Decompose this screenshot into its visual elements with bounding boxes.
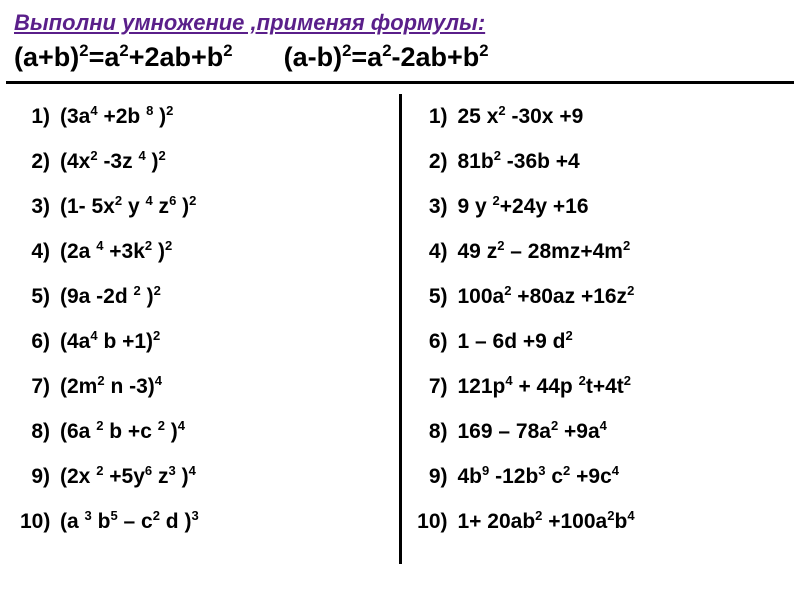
list-item: 10)1+ 20ab2 +100a2b4	[414, 499, 781, 544]
item-number: 10)	[414, 511, 458, 532]
list-item: 8)169 – 78a2 +9a4	[414, 409, 781, 454]
vertical-separator	[399, 94, 402, 564]
item-expression: 100a2 +80az +16z2	[458, 286, 781, 307]
list-item: 4)(2a 4 +3k2 )2	[20, 229, 387, 274]
list-item: 2)(4x2 -3z 4 )2	[20, 139, 387, 184]
item-number: 5)	[414, 286, 458, 307]
list-item: 3)9 y 2+24y +16	[414, 184, 781, 229]
item-expression: (9a -2d 2 )2	[60, 286, 387, 307]
item-number: 6)	[414, 331, 458, 352]
formula-1: (a+b)2=a2+2ab+b2	[14, 42, 233, 72]
item-number: 6)	[20, 331, 60, 352]
item-expression: 1 – 6d +9 d2	[458, 331, 781, 352]
right-list: 1)25 x2 -30x +92)81b2 -36b +43)9 y 2+24y…	[414, 94, 781, 544]
left-column: 1)(3a4 +2b 8 )22)(4x2 -3z 4 )23)(1- 5x2 …	[10, 94, 397, 564]
item-expression: (4a4 b +1)2	[60, 331, 387, 352]
worksheet-title: Выполни умножение ,применяя формулы:	[14, 10, 786, 36]
item-number: 10)	[20, 511, 60, 532]
columns-container: 1)(3a4 +2b 8 )22)(4x2 -3z 4 )23)(1- 5x2 …	[0, 94, 800, 564]
list-item: 6)1 – 6d +9 d2	[414, 319, 781, 364]
item-expression: (a 3 b5 – c2 d )3	[60, 511, 387, 532]
item-number: 8)	[414, 421, 458, 442]
item-number: 4)	[414, 241, 458, 262]
right-column: 1)25 x2 -30x +92)81b2 -36b +43)9 y 2+24y…	[404, 94, 791, 564]
item-number: 1)	[20, 106, 60, 127]
list-item: 6)(4a4 b +1)2	[20, 319, 387, 364]
list-item: 5)(9a -2d 2 )2	[20, 274, 387, 319]
item-expression: 1+ 20ab2 +100a2b4	[458, 511, 781, 532]
list-item: 5)100a2 +80az +16z2	[414, 274, 781, 319]
item-expression: (4x2 -3z 4 )2	[60, 151, 387, 172]
item-number: 3)	[414, 196, 458, 217]
item-expression: 49 z2 – 28mz+4m2	[458, 241, 781, 262]
list-item: 1)(3a4 +2b 8 )2	[20, 94, 387, 139]
item-number: 2)	[414, 151, 458, 172]
formulas-row: (a+b)2=a2+2ab+b2 (a-b)2=a2-2ab+b2	[0, 40, 800, 81]
list-item: 2)81b2 -36b +4	[414, 139, 781, 184]
item-expression: 169 – 78a2 +9a4	[458, 421, 781, 442]
item-number: 7)	[414, 376, 458, 397]
item-expression: (3a4 +2b 8 )2	[60, 106, 387, 127]
item-expression: (2m2 n -3)4	[60, 376, 387, 397]
list-item: 10)(a 3 b5 – c2 d )3	[20, 499, 387, 544]
item-number: 9)	[414, 466, 458, 487]
item-expression: (2x 2 +5y6 z3 )4	[60, 466, 387, 487]
list-item: 8)(6a 2 b +c 2 )4	[20, 409, 387, 454]
item-expression: (2a 4 +3k2 )2	[60, 241, 387, 262]
horizontal-separator	[6, 81, 794, 84]
item-number: 2)	[20, 151, 60, 172]
list-item: 9)(2x 2 +5y6 z3 )4	[20, 454, 387, 499]
item-expression: 25 x2 -30x +9	[458, 106, 781, 127]
list-item: 7)(2m2 n -3)4	[20, 364, 387, 409]
item-number: 5)	[20, 286, 60, 307]
formula-2: (a-b)2=a2-2ab+b2	[284, 42, 489, 72]
left-list: 1)(3a4 +2b 8 )22)(4x2 -3z 4 )23)(1- 5x2 …	[20, 94, 387, 544]
item-number: 1)	[414, 106, 458, 127]
item-expression: (1- 5x2 y 4 z6 )2	[60, 196, 387, 217]
item-expression: 81b2 -36b +4	[458, 151, 781, 172]
list-item: 4)49 z2 – 28mz+4m2	[414, 229, 781, 274]
item-number: 8)	[20, 421, 60, 442]
item-number: 3)	[20, 196, 60, 217]
item-expression: 4b9 -12b3 c2 +9c4	[458, 466, 781, 487]
item-expression: (6a 2 b +c 2 )4	[60, 421, 387, 442]
item-expression: 9 y 2+24y +16	[458, 196, 781, 217]
list-item: 3)(1- 5x2 y 4 z6 )2	[20, 184, 387, 229]
item-number: 9)	[20, 466, 60, 487]
item-expression: 121p4 + 44p 2t+4t2	[458, 376, 781, 397]
list-item: 1)25 x2 -30x +9	[414, 94, 781, 139]
list-item: 9)4b9 -12b3 c2 +9c4	[414, 454, 781, 499]
list-item: 7)121p4 + 44p 2t+4t2	[414, 364, 781, 409]
item-number: 4)	[20, 241, 60, 262]
item-number: 7)	[20, 376, 60, 397]
